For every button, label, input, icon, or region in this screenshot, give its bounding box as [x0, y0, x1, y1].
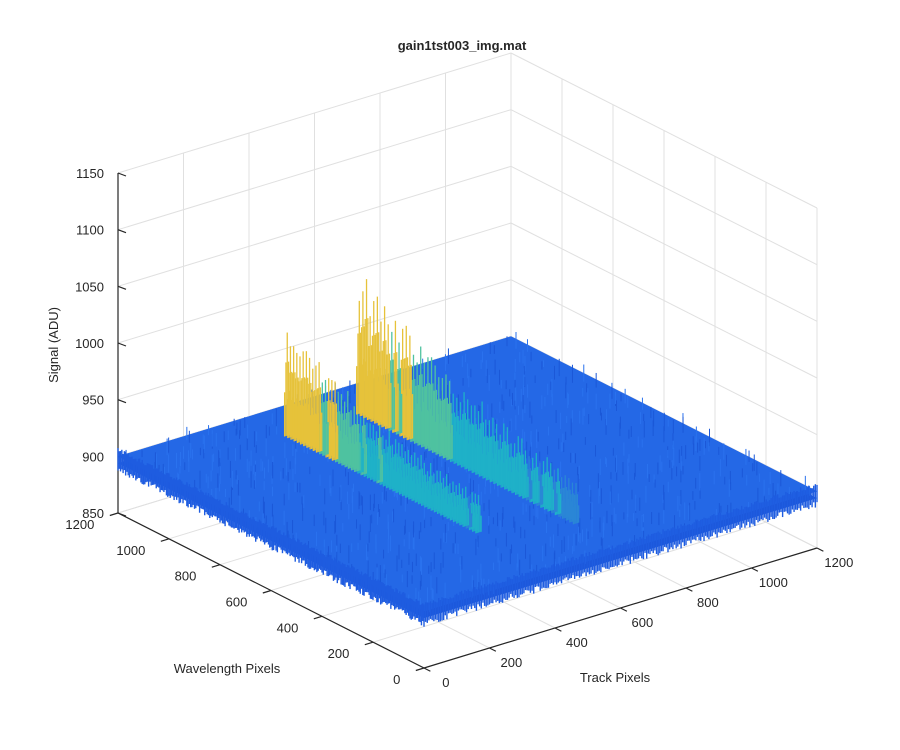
- x-tick-mark: [554, 627, 562, 632]
- grid-line: [510, 165, 818, 322]
- x-axis-label: Track Pixels: [580, 670, 651, 685]
- z-tick-label: 850: [82, 506, 104, 521]
- x-tick-label: 1200: [824, 555, 853, 570]
- x-tick-mark: [816, 547, 824, 552]
- x-tick-mark: [685, 587, 693, 592]
- grid-line: [117, 52, 512, 174]
- z-axis-label: Signal (ADU): [46, 307, 61, 383]
- tick-labels: 0 200 400 600 800 1000 1200 0 200 400 600 800 1000 12…: [65, 166, 853, 690]
- z-tick-mark: [117, 342, 127, 347]
- grid-line: [117, 109, 512, 231]
- z-tick-label: 1100: [76, 223, 104, 238]
- grid-line: [117, 165, 512, 287]
- y-tick-label: 0: [393, 672, 400, 687]
- y-tick-mark: [109, 512, 119, 517]
- surface-plot: [117, 332, 818, 627]
- z-tick-mark: [117, 399, 127, 404]
- x-tick-label: 800: [697, 595, 719, 610]
- y-axis-label: Wavelength Pixels: [174, 661, 281, 676]
- z-tick-mark: [117, 172, 127, 177]
- grid-line: [372, 521, 767, 643]
- x-tick-label: 200: [500, 655, 522, 670]
- y-tick-mark: [364, 641, 374, 646]
- x-tick-mark: [489, 647, 497, 652]
- x-tick-label: 1000: [759, 575, 788, 590]
- x-tick-mark: [423, 667, 431, 672]
- y-tick-label: 400: [277, 620, 299, 635]
- y-tick-label: 200: [328, 646, 350, 661]
- y-tick-label: 600: [226, 595, 248, 610]
- x-tick-label: 400: [566, 635, 588, 650]
- chart-title: gain1tst003_img.mat: [398, 38, 527, 53]
- z-tick-label: 950: [82, 393, 104, 408]
- x-tick-mark: [751, 567, 759, 572]
- z-tick-label: 900: [82, 449, 104, 464]
- z-tick-mark: [117, 229, 127, 234]
- y-tick-mark: [160, 538, 170, 542]
- y-tick-mark: [313, 615, 323, 620]
- x-tick-label: 0: [442, 675, 449, 690]
- y-tick-mark: [211, 564, 221, 568]
- grid-line: [510, 52, 818, 209]
- y-tick-mark: [415, 667, 425, 672]
- y-tick-label: 1000: [116, 543, 145, 558]
- x-tick-mark: [620, 607, 628, 612]
- y-tick-label: 1200: [65, 517, 94, 532]
- x-tick-label: 600: [631, 615, 653, 630]
- grid-line: [117, 222, 512, 344]
- z-tick-label: 1000: [75, 336, 104, 351]
- y-tick-label: 800: [175, 569, 197, 584]
- grid-line: [510, 109, 818, 266]
- grid-line: [117, 279, 512, 401]
- y-tick-mark: [262, 589, 272, 594]
- grid-line: [510, 279, 818, 436]
- z-tick-mark: [117, 285, 127, 290]
- grid-line: [510, 222, 818, 379]
- signal-peaks: [283, 279, 580, 534]
- z-tick-label: 1050: [75, 279, 104, 294]
- z-tick-mark: [117, 512, 127, 517]
- z-tick-label: 1150: [76, 166, 104, 181]
